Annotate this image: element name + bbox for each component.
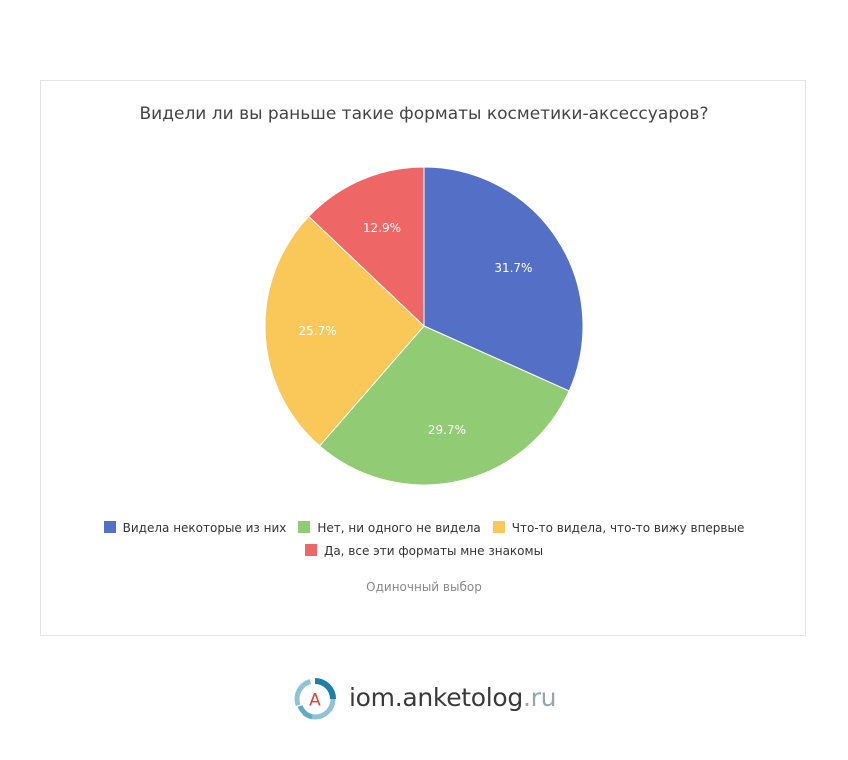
legend-label-3: Что-то видела, что-то вижу впервые <box>511 521 745 535</box>
chart-card: Видели ли вы раньше такие форматы космет… <box>40 80 806 636</box>
legend-swatch-3 <box>492 521 505 533</box>
brand-main: iom.anketolog <box>349 683 523 712</box>
pie-chart: 31.7% 29.7% 25.7% 12.9% <box>264 166 584 486</box>
anketolog-logo-icon[interactable]: A <box>292 676 340 722</box>
legend-item-1[interactable]: Видела некоторые из них <box>103 517 287 540</box>
pie-slice-3[interactable] <box>264 215 425 447</box>
pie-label-3: 25.7% <box>299 324 337 338</box>
pie-label-1: 31.7% <box>494 261 532 275</box>
legend-swatch-4 <box>304 544 317 556</box>
pie-slice-1[interactable] <box>423 166 584 392</box>
chart-subtitle: Одиночный выбор <box>366 580 482 594</box>
chart-title: Видели ли вы раньше такие форматы космет… <box>139 104 709 124</box>
pie-slice-2[interactable] <box>318 325 570 486</box>
pie-label-4: 12.9% <box>363 221 401 235</box>
legend-swatch-1 <box>103 521 116 533</box>
legend-item-4[interactable]: Да, все эти форматы мне знакомы <box>304 540 544 563</box>
chart-legend: Видела некоторые из них Нет, ни одного не… <box>81 517 767 563</box>
brand-tld: .ru <box>522 683 557 712</box>
legend-item-3[interactable]: Что-то видела, что-то вижу впервые <box>492 517 745 540</box>
logo-letter: A <box>309 691 321 711</box>
brand-name[interactable]: iom.anketolog.ru <box>349 683 556 712</box>
legend-item-2[interactable]: Нет, ни одного не видела <box>298 517 481 540</box>
pie-slice-4[interactable] <box>308 166 425 328</box>
legend-label-1: Видела некоторые из них <box>122 521 287 535</box>
legend-swatch-2 <box>298 521 311 533</box>
pie-label-2: 29.7% <box>428 423 466 437</box>
legend-label-4: Да, все эти форматы мне знакомы <box>323 544 544 558</box>
footer: A iom.anketolog.ru <box>0 676 848 722</box>
legend-label-2: Нет, ни одного не видела <box>317 521 481 535</box>
